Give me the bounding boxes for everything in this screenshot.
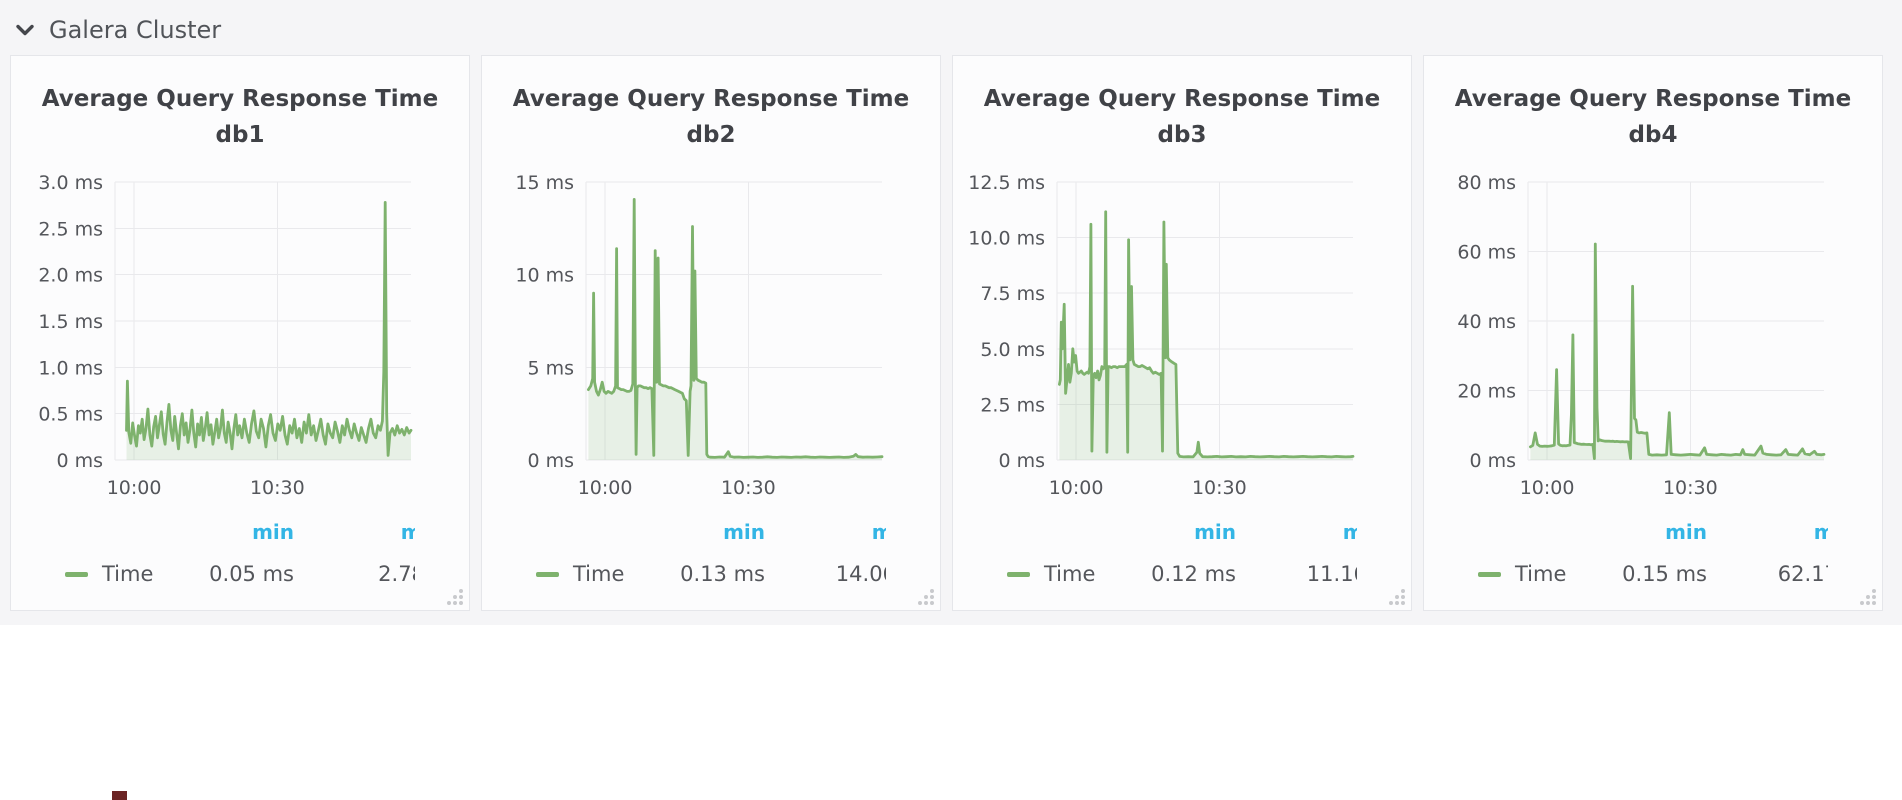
legend-series-time[interactable]: Time	[65, 562, 153, 586]
y-axis-tick-label: 40 ms	[1457, 311, 1516, 333]
x-axis-tick-label: 10:30	[721, 477, 776, 499]
legend: min max Time 0.05 ms 2.78 ms	[11, 516, 415, 610]
legend-header-min[interactable]: min	[1194, 520, 1236, 544]
legend-min-value: 0.15 ms	[1622, 562, 1707, 586]
chevron-down-icon	[16, 24, 34, 36]
panel-title-line1[interactable]: Average Query Response Time	[41, 86, 439, 112]
y-axis-tick-label: 0.5 ms	[38, 404, 103, 426]
y-axis-tick-label: 20 ms	[1457, 381, 1516, 403]
y-axis-tick-label: 12.5 ms	[968, 172, 1045, 194]
chart-plot-area[interactable]: 3.0 ms 2.5 ms 2.0 ms 1.5 ms 1.0 ms 0.5 ms 0 ms…	[11, 56, 470, 611]
y-axis-tick-label: 2.5 ms	[980, 394, 1045, 416]
x-axis-tick-label: 10:00	[578, 477, 633, 499]
series-fill-area	[1059, 211, 1353, 460]
legend-series-time[interactable]: Time	[536, 562, 624, 586]
series-line	[1058, 210, 1355, 459]
avg-query-response-panel-db1: Average Query Response Time db1 3.0 ms 2.5 …	[10, 55, 470, 611]
series-color-swatch-icon	[65, 571, 88, 577]
bottom-edge-artifact	[112, 791, 127, 800]
x-axis-tick-label: 10:00	[1049, 477, 1104, 499]
legend-series-time[interactable]: Time	[1007, 562, 1095, 586]
legend-series-time[interactable]: Time	[1478, 562, 1566, 586]
panel-title-line1[interactable]: Average Query Response Time	[512, 86, 910, 112]
y-axis-tick-label: 1.0 ms	[38, 357, 103, 379]
row-title: Galera Cluster	[49, 16, 222, 44]
panel-resize-handle-icon[interactable]	[917, 588, 935, 606]
y-axis-tick-label: 2.5 ms	[38, 218, 103, 240]
legend: min max Time 0.15 ms 62.17 ms	[1424, 516, 1828, 610]
row-header-galera-cluster[interactable]: Galera Cluster	[0, 0, 1902, 55]
legend-header-max[interactable]: max	[1343, 520, 1357, 544]
legend-max-value: 62.17 ms	[1777, 562, 1828, 586]
legend-series-label: Time	[1515, 562, 1567, 586]
panel-resize-handle-icon[interactable]	[446, 588, 464, 606]
panel-resize-handle-icon[interactable]	[1388, 588, 1406, 606]
panel-title-line2[interactable]: db1	[215, 122, 265, 148]
legend-min-value: 0.13 ms	[680, 562, 765, 586]
panel-title-line2[interactable]: db4	[1628, 122, 1678, 148]
series-line	[125, 201, 413, 457]
y-axis-tick-label: 10 ms	[515, 265, 574, 287]
y-axis-tick-label: 0 ms	[1469, 450, 1516, 472]
legend-min-value: 0.12 ms	[1151, 562, 1236, 586]
series-color-swatch-icon	[536, 571, 559, 577]
legend: min max Time 0.13 ms 14.06 ms	[482, 516, 886, 610]
avg-query-response-panel-db2: Average Query Response Time db2 15 ms 10 ms…	[481, 55, 941, 611]
x-axis-tick-label: 10:30	[250, 477, 305, 499]
y-axis-tick-label: 60 ms	[1457, 242, 1516, 264]
y-axis-tick-label: 1.5 ms	[38, 311, 103, 333]
x-axis-tick-label: 10:30	[1192, 477, 1247, 499]
x-axis-tick-label: 10:00	[107, 477, 162, 499]
y-axis-tick-label: 5.0 ms	[980, 339, 1045, 361]
x-axis-tick-label: 10:00	[1520, 477, 1575, 499]
y-axis-tick-label: 10.0 ms	[968, 228, 1045, 250]
y-axis-tick-label: 3.0 ms	[38, 172, 103, 194]
y-axis-tick-label: 15 ms	[515, 172, 574, 194]
y-axis-tick-label: 80 ms	[1457, 172, 1516, 194]
series-line	[587, 198, 884, 459]
legend-max-value: 11.16 ms	[1306, 562, 1357, 586]
legend-max-value: 2.78 ms	[378, 562, 415, 586]
chart-plot-area[interactable]: 12.5 ms 10.0 ms 7.5 ms 5.0 ms 2.5 ms 0 ms10:0…	[953, 56, 1412, 611]
legend-header-max[interactable]: max	[401, 520, 415, 544]
series-fill-area	[588, 199, 882, 460]
y-axis-tick-label: 0 ms	[998, 450, 1045, 472]
series-color-swatch-icon	[1007, 571, 1030, 577]
series-line	[1529, 242, 1826, 460]
panel-resize-handle-icon[interactable]	[1859, 588, 1877, 606]
avg-query-response-panel-db3: Average Query Response Time db3 12.5 ms 10.…	[952, 55, 1412, 611]
legend-series-label: Time	[573, 562, 625, 586]
legend-max-value: 14.06 ms	[835, 562, 886, 586]
series-color-swatch-icon	[1478, 571, 1501, 577]
panel-title-line1[interactable]: Average Query Response Time	[1454, 86, 1852, 112]
series-fill-area	[126, 202, 411, 460]
panel-title-line2[interactable]: db3	[1157, 122, 1207, 148]
legend-series-label: Time	[1044, 562, 1096, 586]
legend-header-max[interactable]: max	[872, 520, 886, 544]
y-axis-tick-label: 7.5 ms	[980, 283, 1045, 305]
legend-header-min[interactable]: min	[723, 520, 765, 544]
legend-min-value: 0.05 ms	[209, 562, 294, 586]
legend-header-min[interactable]: min	[252, 520, 294, 544]
y-axis-tick-label: 5 ms	[527, 357, 574, 379]
legend-series-label: Time	[102, 562, 154, 586]
y-axis-tick-label: 0 ms	[56, 450, 103, 472]
panel-title-line2[interactable]: db2	[686, 122, 736, 148]
avg-query-response-panel-db4: Average Query Response Time db4 80 ms 60 ms…	[1423, 55, 1883, 611]
legend-header-max[interactable]: max	[1814, 520, 1828, 544]
panel-title-line1[interactable]: Average Query Response Time	[983, 86, 1381, 112]
panel-row: Average Query Response Time db1 3.0 ms 2.5 …	[0, 55, 1902, 611]
y-axis-tick-label: 2.0 ms	[38, 265, 103, 287]
dashboard-row-section: Galera Cluster Average Query Response Ti…	[0, 0, 1902, 611]
legend: min max Time 0.12 ms 11.16 ms	[953, 516, 1357, 610]
y-axis-tick-label: 0 ms	[527, 450, 574, 472]
legend-header-min[interactable]: min	[1665, 520, 1707, 544]
x-axis-tick-label: 10:30	[1663, 477, 1718, 499]
